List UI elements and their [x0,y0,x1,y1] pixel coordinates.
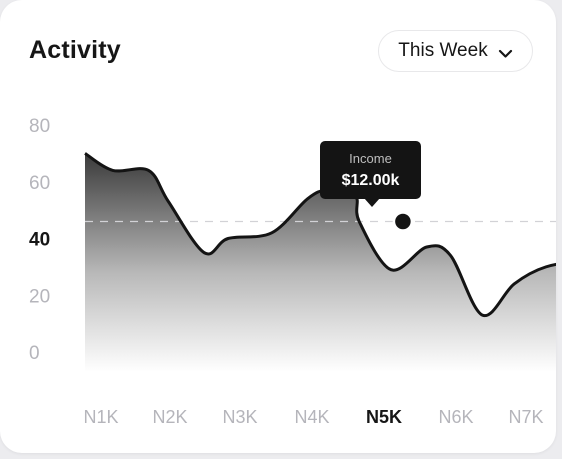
income-tooltip: Income $12.00k [320,141,421,207]
x-tick-label: N4K [294,407,329,427]
x-tick-label: N6K [438,407,473,427]
y-tick-label: 0 [29,343,40,364]
x-tick-label: N2K [152,407,187,427]
y-tick-label: 40 [29,230,50,251]
chevron-down-icon [498,46,513,58]
tooltip-value: $12.00k [341,172,400,189]
tooltip-label: Income [349,151,392,166]
area-fill [85,153,556,372]
y-tick-label: 60 [29,173,50,194]
highlight-point[interactable] [392,211,414,232]
x-tick-label: N7K [508,407,543,427]
x-axis: N1K N2K N3K N4K N5K N6K N7K [83,407,543,427]
x-tick-label: N3K [222,407,257,427]
period-dropdown[interactable]: This Week [378,30,533,72]
activity-chart: 0 20 40 60 80 N1K N2K N3K N4K N5K N6K N7K [29,116,556,427]
card-title: Activity [29,36,121,64]
x-tick-label: N5K [366,407,402,427]
y-axis: 0 20 40 60 80 [29,116,50,364]
y-tick-label: 20 [29,286,50,307]
y-tick-label: 80 [29,116,50,137]
activity-card: Activity This Week 0 20 40 60 80 N1K N2K N3K N4… [0,0,556,453]
period-dropdown-label: This Week [398,40,488,61]
x-tick-label: N1K [83,407,118,427]
